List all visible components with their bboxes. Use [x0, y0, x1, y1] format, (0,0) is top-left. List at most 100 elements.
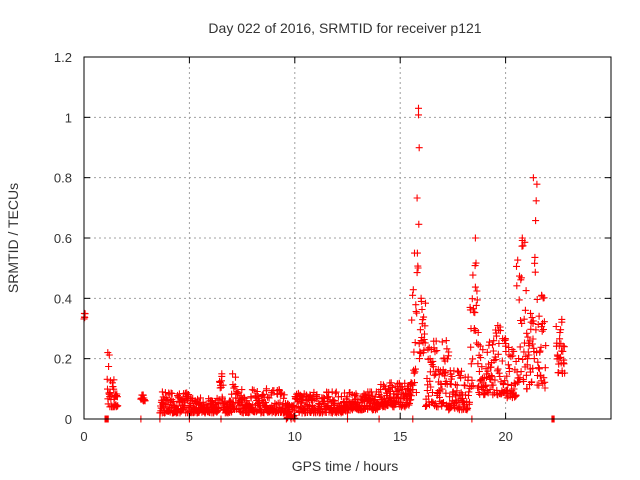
data-point	[516, 343, 524, 351]
data-point	[426, 377, 434, 385]
data-point	[442, 377, 450, 385]
data-point	[371, 393, 379, 401]
data-point	[415, 111, 422, 119]
data-point	[417, 294, 425, 302]
data-point	[409, 286, 417, 294]
data-point	[506, 365, 514, 372]
grid-lines	[84, 57, 611, 419]
data-point	[510, 379, 518, 387]
data-point	[525, 351, 533, 359]
data-point	[411, 379, 418, 387]
data-point	[477, 354, 485, 362]
x-tick-label: 0	[80, 429, 87, 444]
data-point	[429, 357, 437, 365]
data-point	[502, 348, 510, 355]
data-point	[503, 372, 511, 380]
data-point	[412, 389, 420, 396]
data-point	[559, 342, 567, 350]
data-point	[484, 367, 492, 375]
data-point	[515, 296, 523, 304]
data-point	[537, 343, 545, 351]
data-point	[432, 337, 440, 345]
data-point	[113, 402, 121, 410]
data-point	[290, 411, 298, 419]
data-point	[412, 365, 419, 373]
data-point	[250, 386, 258, 394]
data-point	[535, 312, 543, 320]
data-point	[529, 335, 537, 343]
data-point	[557, 326, 565, 334]
data-point	[466, 398, 473, 406]
data-point	[530, 355, 538, 363]
data-point	[435, 371, 443, 379]
data-point	[228, 390, 236, 398]
data-point	[416, 355, 423, 363]
data-point	[389, 384, 396, 391]
data-point	[238, 386, 246, 394]
data-point	[321, 394, 328, 402]
data-point	[535, 364, 542, 372]
data-point	[541, 384, 549, 392]
data-point	[520, 378, 528, 385]
data-point	[558, 315, 566, 323]
y-tick-label: 0	[65, 412, 72, 427]
chart-title: Day 022 of 2016, SRMTID for receiver p12…	[208, 20, 481, 36]
data-point	[410, 348, 418, 356]
y-tick-label: 0.4	[54, 291, 72, 306]
x-axis-label: GPS time / hours	[292, 458, 399, 474]
data-point	[364, 388, 372, 396]
data-point	[442, 389, 450, 397]
data-point	[465, 388, 473, 396]
data-point	[406, 390, 414, 398]
data-point	[426, 368, 434, 376]
data-point	[505, 351, 513, 359]
axis-ticks: 0 0.2 0.4 0.6 0.8 1 1.2 0 5 10 15 20	[54, 50, 611, 444]
data-point	[469, 271, 477, 279]
data-point	[280, 391, 288, 399]
data-point	[183, 389, 191, 397]
data-point	[521, 238, 529, 246]
data-point	[234, 389, 242, 397]
data-point	[427, 383, 435, 391]
data-point	[468, 376, 476, 384]
data-point	[489, 341, 496, 349]
data-point	[430, 371, 438, 379]
data-point	[554, 369, 562, 377]
data-point	[522, 371, 530, 379]
data-point	[411, 339, 419, 347]
data-point	[467, 360, 475, 368]
data-point	[441, 372, 449, 380]
data-point	[531, 268, 539, 276]
data-point	[407, 387, 415, 395]
y-tick-label: 1.2	[54, 50, 72, 65]
data-point	[414, 264, 422, 272]
data-point	[412, 308, 420, 315]
data-point	[510, 347, 518, 355]
data-point	[408, 386, 416, 394]
data-point	[480, 391, 488, 399]
data-point	[446, 380, 454, 388]
data-point	[413, 269, 421, 277]
data-point	[329, 396, 337, 404]
data-point	[331, 389, 339, 397]
data-point	[527, 309, 534, 317]
data-point	[535, 365, 543, 373]
data-point	[415, 220, 423, 228]
data-point	[510, 385, 518, 393]
data-point	[422, 402, 430, 410]
data-point	[276, 399, 284, 407]
data-point	[538, 327, 546, 335]
data-point	[540, 374, 548, 382]
data-point	[495, 369, 503, 377]
data-point	[263, 385, 270, 393]
data-point	[523, 385, 531, 393]
data-point	[518, 320, 526, 327]
data-point	[304, 403, 312, 411]
data-point	[513, 378, 521, 386]
data-point	[407, 392, 415, 400]
data-point	[527, 368, 534, 376]
data-point	[328, 388, 336, 396]
data-point	[110, 385, 118, 393]
data-point	[489, 381, 497, 389]
